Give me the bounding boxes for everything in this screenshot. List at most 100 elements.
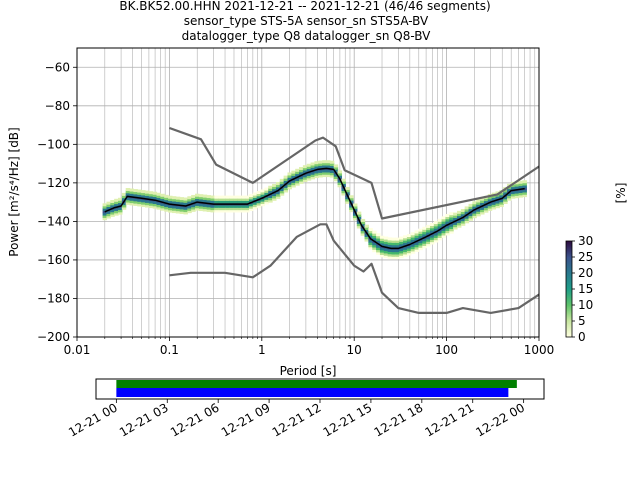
histogram-cell [349, 197, 354, 201]
histogram-cell [437, 221, 443, 225]
histogram-cell [183, 202, 188, 206]
histogram-cell [322, 169, 327, 173]
histogram-cell [460, 222, 466, 226]
psd-histogram [102, 160, 527, 260]
y-tick-label: −200 [37, 330, 70, 344]
histogram-cell [441, 227, 447, 231]
histogram-cell [518, 190, 524, 194]
histogram-cell [483, 207, 489, 211]
histogram-cell [318, 169, 323, 173]
histogram-cell [391, 256, 396, 260]
histogram-cell [437, 230, 443, 234]
timeline-tick-label: 12-21 21 [423, 400, 477, 439]
histogram-cell [306, 177, 312, 181]
histogram-cell [445, 218, 450, 222]
histogram-cell [349, 195, 354, 199]
histogram-cell [168, 209, 173, 213]
histogram-cell [106, 201, 111, 205]
histogram-cell [171, 196, 177, 200]
histogram-cell [114, 208, 119, 212]
histogram-cell [445, 225, 450, 229]
histogram-cell [191, 206, 196, 210]
histogram-cell [137, 189, 142, 193]
histogram-cell [302, 176, 308, 180]
histogram-cell [198, 194, 204, 198]
histogram-cell [364, 229, 369, 233]
histogram-cell [237, 195, 242, 199]
histogram-cell [245, 195, 250, 199]
histogram-cell [152, 200, 158, 204]
histogram-cell [187, 207, 192, 211]
histogram-cell [456, 215, 462, 219]
histogram-cell [360, 232, 366, 236]
histogram-cell [387, 251, 393, 255]
histogram-cell [414, 242, 420, 246]
histogram-cell [326, 169, 331, 173]
histogram-cell [499, 199, 504, 203]
colorbar-tick-label: 25 [578, 250, 593, 264]
histogram-cell [121, 202, 127, 206]
histogram-cell [433, 225, 439, 229]
histogram-cell [210, 204, 215, 208]
histogram-cell [456, 222, 462, 226]
histogram-cell [164, 199, 169, 203]
histogram-cell [383, 252, 389, 256]
histogram-cell [291, 170, 296, 174]
histogram-cell [518, 194, 524, 198]
histogram-cell [403, 249, 408, 253]
histogram-cell [287, 177, 292, 181]
histogram-cell [279, 188, 285, 192]
histogram-cell [518, 185, 524, 189]
histogram-cell [144, 192, 150, 196]
histogram-cell [225, 204, 231, 208]
histogram-cell [191, 194, 196, 198]
x-tick-label: 1 [258, 343, 266, 357]
histogram-cell [337, 179, 343, 183]
histogram-cell [422, 229, 427, 233]
histogram-cell [430, 222, 435, 226]
histogram-cell [299, 171, 304, 175]
histogram-cell [102, 212, 108, 216]
histogram-cell [518, 180, 524, 184]
histogram-cell [160, 205, 165, 209]
histogram-cell [210, 207, 215, 211]
histogram-cell [387, 255, 393, 259]
histogram-cell [137, 203, 142, 207]
histogram-cell [360, 223, 366, 227]
histogram-cell [495, 191, 500, 195]
histogram-cell [510, 195, 516, 199]
histogram-cell [406, 238, 412, 242]
histogram-cell [141, 199, 146, 203]
plot-curves [104, 126, 540, 314]
histogram-cell [418, 247, 423, 251]
noise-model-low-curve [169, 223, 540, 314]
histogram-cell [245, 200, 250, 204]
histogram-cell [410, 234, 416, 238]
histogram-cell [507, 195, 512, 199]
histogram-cell [495, 202, 500, 206]
histogram-cell [372, 244, 377, 248]
histogram-cell [480, 211, 485, 215]
histogram-cell [499, 201, 504, 205]
histogram-cell [487, 198, 493, 202]
histogram-cell [175, 210, 181, 214]
histogram-cell [306, 168, 312, 172]
colorbar-tick-label: 30 [578, 234, 593, 248]
histogram-cell [414, 235, 420, 239]
histogram-cell [233, 197, 239, 201]
histogram-cell [168, 204, 173, 208]
histogram-cell [426, 236, 431, 240]
histogram-cell [391, 253, 396, 257]
histogram-cell [499, 192, 504, 196]
histogram-cell [464, 208, 470, 212]
histogram-cell [433, 239, 439, 243]
histogram-cell [187, 210, 192, 214]
histogram-cell [491, 206, 497, 210]
histogram-cell [314, 172, 319, 176]
colorbar-tick-label: 20 [578, 266, 593, 280]
histogram-cell [241, 207, 246, 211]
histogram-cell [237, 197, 242, 201]
histogram-cell [379, 235, 385, 239]
histogram-cell [349, 199, 354, 203]
histogram-cell [468, 203, 473, 207]
